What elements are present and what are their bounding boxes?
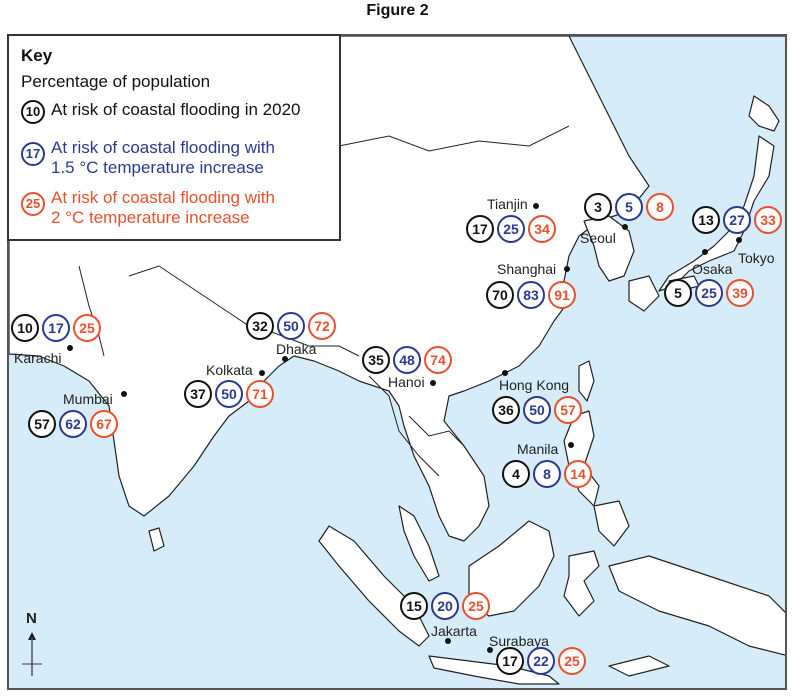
- city-label-kolkata: Kolkata: [206, 362, 253, 378]
- city-data-tokyo: 13 27 33: [692, 206, 782, 234]
- city-label-manila: Manila: [517, 441, 559, 457]
- city-data-jakarta: 15 20 25: [400, 592, 490, 620]
- city-marker-mumbai: [121, 391, 127, 397]
- city-data-manila: 4 8 14: [502, 460, 592, 488]
- city-marker-tokyo: [736, 237, 742, 243]
- city-label-tokyo: Tokyo: [738, 250, 775, 266]
- legend-circle-blue-icon: 17: [21, 142, 45, 166]
- city-marker-seoul: [622, 224, 628, 230]
- north-arrow-icon: N: [18, 610, 48, 680]
- map-key: Key Percentage of population 10 At risk …: [7, 34, 341, 241]
- city-marker-dhaka: [282, 356, 288, 362]
- city-label-mumbai: Mumbai: [63, 391, 113, 407]
- key-item-2020: 10 At risk of coastal flooding in 2020: [21, 100, 300, 124]
- city-label-karachi: Karachi: [14, 350, 62, 366]
- city-label-osaka: Osaka: [692, 261, 733, 277]
- city-marker-hong-kong: [502, 370, 508, 376]
- city-data-hong-kong: 36 50 57: [492, 396, 582, 424]
- city-label-shanghai: Shanghai: [497, 261, 557, 277]
- city-marker-jakarta: [445, 638, 451, 644]
- city-data-seoul: 3 5 8: [584, 193, 674, 221]
- city-marker-karachi: [67, 345, 73, 351]
- city-data-tianjin: 17 25 34: [466, 215, 556, 243]
- city-marker-hanoi: [430, 380, 436, 386]
- city-marker-surabaya: [487, 647, 493, 653]
- city-data-karachi: 10 17 25: [11, 314, 101, 342]
- city-data-osaka: 5 25 39: [664, 279, 754, 307]
- key-item-1-5c: 17 At risk of coastal flooding with 1.5 °…: [21, 138, 275, 178]
- city-data-shanghai: 70 83 91: [486, 281, 576, 309]
- legend-circle-black-icon: 10: [21, 100, 45, 124]
- city-label-jakarta: Jakarta: [431, 623, 477, 639]
- city-label-dhaka: Dhaka: [276, 341, 317, 357]
- city-label-tianjin: Tianjin: [487, 196, 528, 212]
- city-marker-tianjin: [533, 203, 539, 209]
- city-label-surabaya: Surabaya: [489, 633, 549, 649]
- city-data-hanoi: 35 48 74: [362, 346, 452, 374]
- legend-circle-red-icon: 25: [21, 192, 45, 216]
- city-marker-manila: [568, 442, 574, 448]
- city-data-surabaya: 17 22 25: [496, 647, 586, 675]
- city-data-dhaka: 32 50 72: [246, 312, 336, 340]
- city-data-mumbai: 57 62 67: [28, 410, 118, 438]
- key-subtitle: Percentage of population: [21, 72, 211, 91]
- figure-title: Figure 2: [366, 2, 429, 19]
- key-item-2c: 25 At risk of coastal flooding with 2 °C …: [21, 188, 275, 228]
- city-label-hong-kong: Hong Kong: [499, 377, 570, 393]
- city-data-kolkata: 37 50 71: [184, 380, 274, 408]
- city-label-hanoi: Hanoi: [388, 374, 425, 390]
- city-marker-shanghai: [564, 266, 570, 272]
- city-marker-kolkata: [259, 370, 265, 376]
- city-label-seoul: Seoul: [580, 230, 616, 246]
- key-title: Key: [21, 46, 53, 65]
- city-marker-osaka: [702, 249, 708, 255]
- map-frame: [7, 34, 787, 690]
